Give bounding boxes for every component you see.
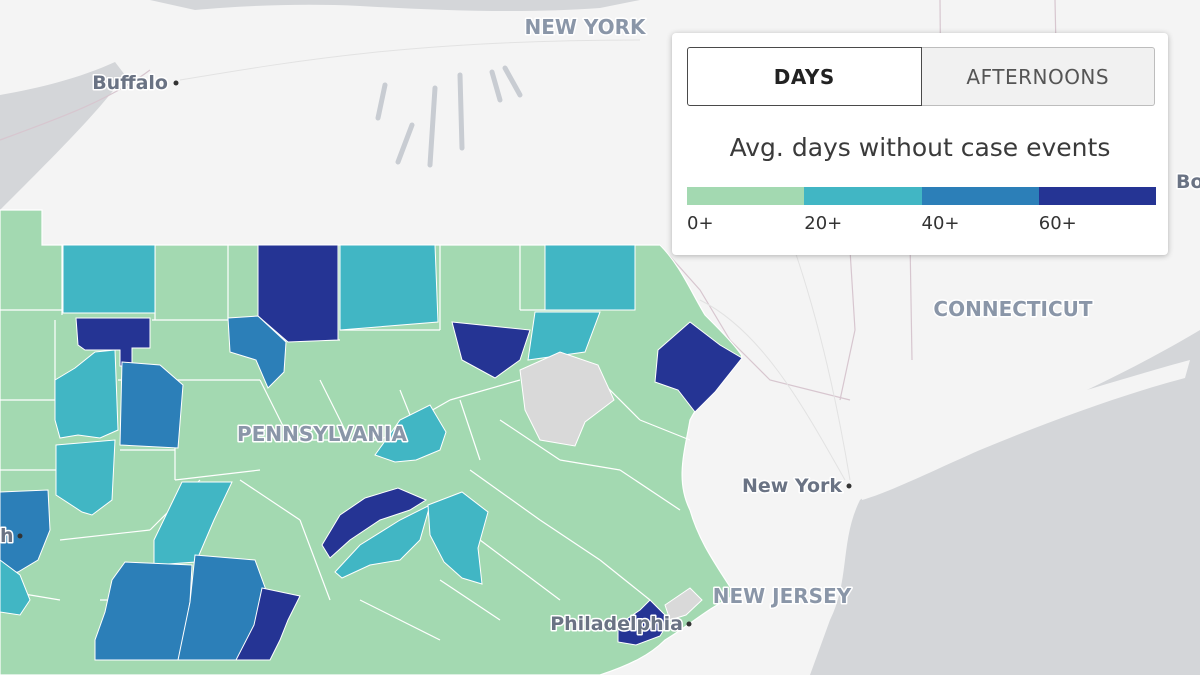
county-no-data[interactable] (664, 587, 703, 621)
county-bin-40[interactable] (119, 361, 184, 449)
county-bin-20[interactable] (62, 244, 156, 314)
city-dot-new-york (846, 483, 852, 489)
county-no-data[interactable] (519, 351, 615, 447)
city-philadelphia: Philadelphia (550, 613, 683, 635)
legend-panel: DAYS AFTERNOONS Avg. days without case e… (672, 33, 1168, 255)
city-dot-edge-left (17, 533, 23, 539)
county-bin-20[interactable] (427, 491, 489, 585)
county-bin-60[interactable] (654, 321, 743, 413)
label-pennsylvania: PENNSYLVANIA (237, 422, 407, 446)
city-edge-right: Bo (1176, 171, 1200, 193)
city-dot-buffalo (173, 80, 179, 86)
county-boundaries (0, 245, 691, 641)
city-edge-left: h (0, 525, 14, 547)
county-bin-20[interactable] (544, 244, 636, 311)
county-bin-20[interactable] (527, 311, 601, 361)
lake-ontario (150, 0, 640, 12)
legend-title: Avg. days without case events (729, 133, 1111, 162)
county-bin-20[interactable] (54, 349, 119, 439)
legend-swatch-0 (687, 187, 805, 205)
legend-swatch-40 (921, 187, 1039, 205)
county-bin-40[interactable] (94, 561, 193, 661)
metric-toggle[interactable]: DAYS AFTERNOONS (687, 47, 1155, 106)
counties[interactable] (0, 244, 743, 661)
county-bin-20[interactable] (0, 559, 31, 616)
county-bin-40[interactable] (227, 315, 287, 389)
county-bin-60[interactable] (257, 244, 339, 343)
city-dot-philadelphia (686, 621, 692, 627)
lake-erie (0, 62, 125, 210)
afternoons-toggle-button[interactable]: AFTERNOONS (921, 47, 1155, 106)
finger-lakes (375, 65, 523, 168)
city-new-york: New York (742, 475, 842, 497)
legend-swatch-60 (1038, 187, 1156, 205)
legend-ticks: 0+ 20+ 40+ 60+ (687, 213, 1156, 237)
legend-tick-40: 40+ (921, 213, 960, 234)
long-island (860, 360, 1190, 500)
county-bin-20[interactable] (374, 404, 447, 463)
legend-tick-0: 0+ (687, 213, 714, 234)
county-bin-60[interactable] (617, 599, 671, 646)
label-connecticut: CONNECTICUT (933, 297, 1092, 321)
legend-tick-20: 20+ (804, 213, 843, 234)
label-new-york-state: NEW YORK (524, 15, 647, 39)
place-labels: NEW YORK CONNECTICUT PENNSYLVANIA NEW JE… (236, 14, 1095, 610)
city-buffalo: Buffalo (92, 72, 168, 94)
legend-swatch-20 (804, 187, 922, 205)
county-bin-20[interactable] (339, 244, 439, 331)
county-bin-60[interactable] (321, 487, 428, 559)
label-new-jersey: NEW JERSEY (713, 584, 852, 608)
legend-tick-60: 60+ (1038, 213, 1077, 234)
days-toggle-button[interactable]: DAYS (687, 47, 922, 106)
county-bin-20[interactable] (55, 439, 116, 516)
county-bin-60[interactable] (235, 587, 301, 661)
legend-color-bar (687, 187, 1156, 205)
city-labels: Buffalo New York Philadelphia Bo h (0, 71, 1200, 637)
county-bin-60[interactable] (451, 321, 531, 379)
ocean (810, 330, 1200, 675)
county-bin-40[interactable] (0, 489, 51, 576)
county-bin-20[interactable] (334, 504, 431, 579)
